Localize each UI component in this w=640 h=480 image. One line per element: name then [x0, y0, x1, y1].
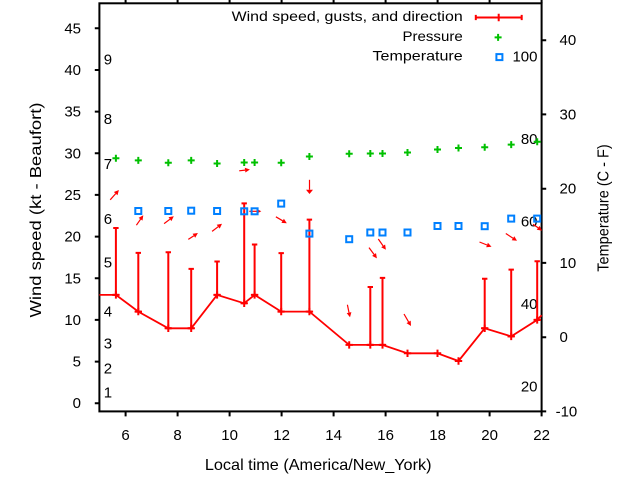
- svg-text:20: 20: [560, 181, 577, 198]
- svg-text:100: 100: [512, 49, 537, 66]
- svg-text:80: 80: [521, 131, 538, 148]
- svg-text:7: 7: [104, 156, 112, 173]
- svg-text:10: 10: [560, 255, 577, 272]
- svg-text:3: 3: [104, 336, 112, 353]
- svg-text:Temperature: Temperature: [373, 48, 463, 64]
- svg-text:9: 9: [104, 52, 112, 69]
- svg-text:35: 35: [64, 104, 81, 121]
- svg-text:16: 16: [377, 427, 394, 444]
- svg-text:Local time (America/New_York): Local time (America/New_York): [205, 457, 432, 474]
- svg-text:Pressure: Pressure: [403, 28, 463, 44]
- svg-text:5: 5: [104, 255, 112, 272]
- svg-text:6: 6: [104, 211, 112, 228]
- svg-text:40: 40: [560, 32, 577, 49]
- svg-text:0: 0: [560, 329, 568, 346]
- svg-text:1: 1: [104, 384, 112, 401]
- svg-text:20: 20: [521, 379, 538, 396]
- svg-text:Wind speed (kt - Beaufort): Wind speed (kt - Beaufort): [28, 103, 45, 318]
- svg-text:40: 40: [521, 296, 538, 313]
- svg-text:30: 30: [560, 106, 577, 123]
- svg-text:6: 6: [121, 427, 129, 444]
- svg-text:0: 0: [73, 395, 81, 412]
- svg-text:Wind speed, gusts, and directi: Wind speed, gusts, and direction: [232, 8, 463, 24]
- svg-text:20: 20: [481, 427, 498, 444]
- svg-text:18: 18: [429, 427, 446, 444]
- svg-text:22: 22: [533, 427, 550, 444]
- svg-text:25: 25: [64, 187, 81, 204]
- svg-text:10: 10: [221, 427, 238, 444]
- svg-text:40: 40: [64, 62, 81, 79]
- svg-text:30: 30: [64, 145, 81, 162]
- svg-text:4: 4: [104, 303, 112, 320]
- svg-text:15: 15: [64, 270, 81, 287]
- svg-text:8: 8: [173, 427, 181, 444]
- svg-text:20: 20: [64, 229, 81, 246]
- svg-text:2: 2: [104, 360, 112, 377]
- svg-text:12: 12: [273, 427, 290, 444]
- svg-text:Temperature (C - F): Temperature (C - F): [596, 144, 613, 272]
- svg-text:8: 8: [104, 111, 112, 128]
- svg-text:10: 10: [64, 312, 81, 329]
- svg-text:14: 14: [325, 427, 342, 444]
- svg-text:45: 45: [64, 20, 81, 37]
- svg-text:5: 5: [73, 354, 81, 371]
- svg-text:-10: -10: [556, 403, 578, 420]
